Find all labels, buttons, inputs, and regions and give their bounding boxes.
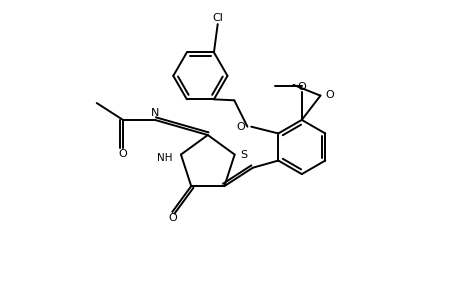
Text: O: O [297,82,306,92]
Text: N: N [151,108,159,118]
Text: S: S [240,150,247,160]
Text: O: O [168,213,176,223]
Text: O: O [236,122,245,132]
Text: Cl: Cl [212,14,223,23]
Text: NH: NH [157,153,172,163]
Text: O: O [118,149,127,159]
Text: O: O [325,90,333,100]
